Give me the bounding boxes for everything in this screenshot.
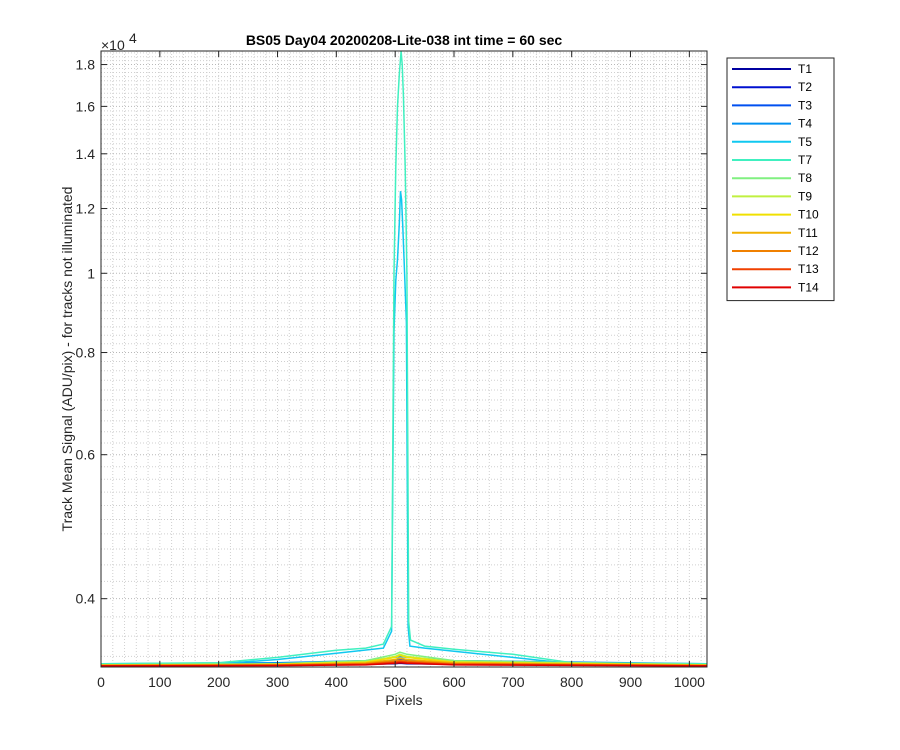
grid (101, 51, 707, 667)
legend-box (726, 57, 835, 302)
legend-label-t8: T8 (798, 171, 812, 185)
x-tick-label: 300 (266, 674, 290, 690)
legend-label-t10: T10 (798, 208, 819, 222)
y-tick-label: 1.4 (76, 146, 96, 162)
legend: T1 T2 T3 T4 T5 T7 T8 T9 T10 T11 T12 T13 T14 (726, 57, 835, 302)
y-exponent-base: ×10 (101, 37, 125, 53)
x-tick-label: 1000 (674, 674, 705, 690)
legend-label-t11: T11 (798, 226, 818, 240)
legend-label-t14: T14 (798, 280, 819, 294)
x-tick-label: 800 (560, 674, 584, 690)
series-lines (100, 50, 708, 667)
x-tick-label: 500 (383, 674, 407, 690)
x-tick-label: 0 (97, 674, 105, 690)
y-axis-label: Track Mean Signal (ADU/pix) - for tracks… (59, 187, 75, 532)
y-tick-label: 0.6 (76, 447, 96, 463)
ticks: 0 100 200 300 400 500 600 700 800 900 1000 0.4 0.6 0.… (76, 51, 707, 690)
legend-label-t1: T1 (798, 62, 812, 76)
y-exponent-label: ×10 4 (101, 30, 137, 53)
x-tick-label: 400 (325, 674, 349, 690)
y-tick-label: 1.8 (76, 57, 96, 73)
series-line-t14 (100, 661, 708, 667)
x-tick-label: 900 (619, 674, 643, 690)
legend-label-t5: T5 (798, 135, 812, 149)
chart-title: BS05 Day04 20200208-Lite-038 int time = … (246, 32, 563, 48)
x-axis-label: Pixels (385, 692, 422, 708)
y-tick-label: 1 (87, 265, 95, 281)
x-tick-label: 200 (207, 674, 231, 690)
series-line-t5 (100, 191, 708, 666)
y-tick-label: 1.2 (76, 201, 96, 217)
legend-label-t12: T12 (798, 244, 819, 258)
legend-label-t7: T7 (798, 153, 812, 167)
legend-label-t13: T13 (798, 262, 819, 276)
series-line-t7 (100, 50, 708, 665)
x-tick-label: 700 (501, 674, 525, 690)
plot-frame (100, 50, 708, 668)
y-tick-label: 1.6 (76, 98, 96, 114)
x-tick-label: 600 (442, 674, 466, 690)
legend-label-t4: T4 (798, 117, 812, 131)
y-exponent-power: 4 (129, 30, 137, 46)
legend-label-t2: T2 (798, 80, 812, 94)
legend-label-t9: T9 (798, 189, 812, 203)
legend-label-t3: T3 (798, 98, 812, 112)
y-tick-label: 0.4 (76, 591, 96, 607)
y-tick-label: 0.8 (76, 345, 96, 361)
x-tick-label: 100 (148, 674, 172, 690)
